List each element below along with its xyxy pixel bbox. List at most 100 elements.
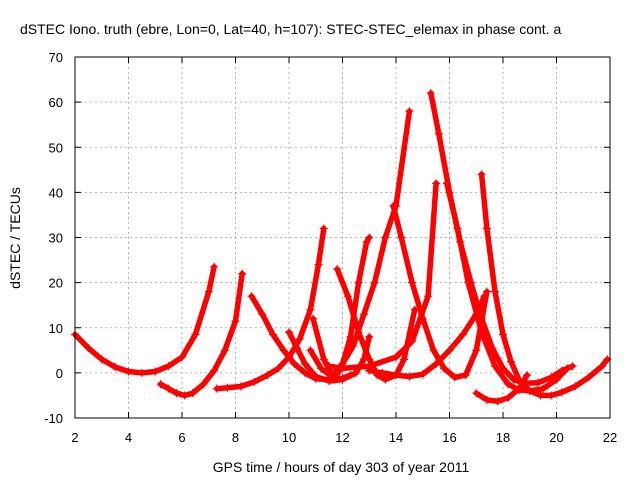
data-point [191, 330, 200, 339]
y-tick-label: 70 [49, 50, 63, 65]
data-point [458, 330, 467, 339]
y-tick-label: -10 [44, 411, 63, 426]
data-point [180, 391, 189, 400]
data-point [250, 377, 259, 386]
data-point [204, 287, 213, 296]
y-tick-label: 30 [49, 231, 63, 246]
series-trace [473, 372, 530, 405]
data-point [472, 389, 481, 398]
data-point [172, 389, 181, 398]
data-point [507, 357, 516, 366]
data-point [306, 346, 315, 355]
data-point [178, 353, 186, 362]
data-point [306, 305, 315, 314]
data-point [314, 260, 323, 269]
x-tick-label: 22 [603, 430, 617, 445]
data-point [301, 359, 310, 368]
data-point [156, 380, 165, 389]
data-point [461, 371, 470, 380]
data-point [499, 330, 507, 339]
data-point [533, 378, 542, 387]
data-point [97, 355, 106, 364]
data-point [450, 373, 459, 382]
data-point [236, 382, 245, 391]
data-point [389, 201, 398, 210]
data-point [539, 384, 548, 393]
series-trace [444, 180, 570, 394]
data-point [504, 380, 513, 389]
series-trace [366, 293, 488, 380]
data-point [568, 362, 577, 371]
x-tick-label: 10 [282, 430, 296, 445]
data-point [351, 368, 360, 377]
data-point [525, 386, 534, 395]
data-point [392, 353, 400, 362]
data-point [445, 346, 454, 355]
data-point [164, 362, 173, 371]
y-tick-label: 50 [49, 140, 63, 155]
x-tick-label: 14 [389, 430, 403, 445]
ticks: 2 4 6 8 10 12 14 16 18 20 22 -10 0 10 20 30 40 50 60 70 [44, 50, 617, 445]
data-point [164, 384, 173, 393]
data-point [111, 363, 120, 372]
data-point [325, 362, 334, 371]
data-point [220, 346, 229, 355]
data-point [536, 391, 545, 400]
data-point [464, 278, 473, 287]
data-point [405, 372, 414, 381]
data-point [557, 388, 566, 397]
data-point [472, 346, 481, 355]
y-tick-label: 40 [49, 185, 63, 200]
data-point [490, 362, 499, 371]
data-point [124, 367, 133, 376]
data-point [365, 366, 374, 375]
data-point [210, 366, 219, 375]
data-point [515, 384, 524, 393]
data-point [432, 359, 441, 368]
data-point [319, 355, 328, 364]
data-point [523, 371, 532, 380]
data-point [584, 373, 593, 382]
data-point [274, 364, 283, 373]
data-point [263, 371, 272, 380]
data-series [156, 269, 247, 400]
data-point [365, 355, 374, 364]
data-point [359, 310, 368, 319]
data-point [400, 355, 409, 364]
x-tick-label: 2 [71, 430, 78, 445]
data-point [279, 346, 288, 355]
data-point [490, 287, 499, 296]
series-trace [428, 90, 576, 387]
series-layer [71, 89, 612, 406]
data-point [84, 344, 93, 353]
data-point [231, 316, 240, 325]
data-series [285, 328, 374, 385]
data-series [333, 265, 419, 384]
x-tick-label: 16 [442, 430, 456, 445]
data-point [429, 346, 438, 355]
data-point [381, 233, 390, 242]
data-point [480, 292, 489, 301]
data-point [268, 330, 277, 339]
data-point [338, 375, 347, 384]
data-point [440, 364, 449, 373]
x-tick-label: 6 [178, 430, 185, 445]
data-point [317, 364, 326, 373]
data-point [325, 376, 334, 385]
data-point [432, 179, 441, 188]
data-point [301, 368, 310, 377]
data-point [378, 368, 387, 377]
data-point [365, 233, 374, 242]
data-point [453, 224, 462, 233]
data-point [285, 328, 293, 337]
data-point [319, 224, 328, 233]
x-tick-label: 18 [496, 430, 510, 445]
series-trace [326, 180, 439, 372]
data-point [552, 375, 561, 384]
series-trace [72, 264, 217, 376]
data-point [477, 328, 486, 337]
data-series [472, 371, 532, 406]
data-series [477, 170, 612, 400]
data-point [349, 341, 358, 350]
